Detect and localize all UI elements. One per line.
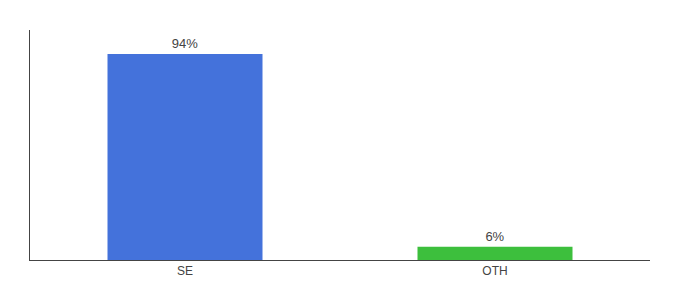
svg-text:94%: 94% [172, 36, 198, 51]
svg-text:6%: 6% [485, 229, 504, 244]
svg-text:SE: SE [177, 264, 193, 278]
svg-text:OTH: OTH [482, 264, 507, 278]
